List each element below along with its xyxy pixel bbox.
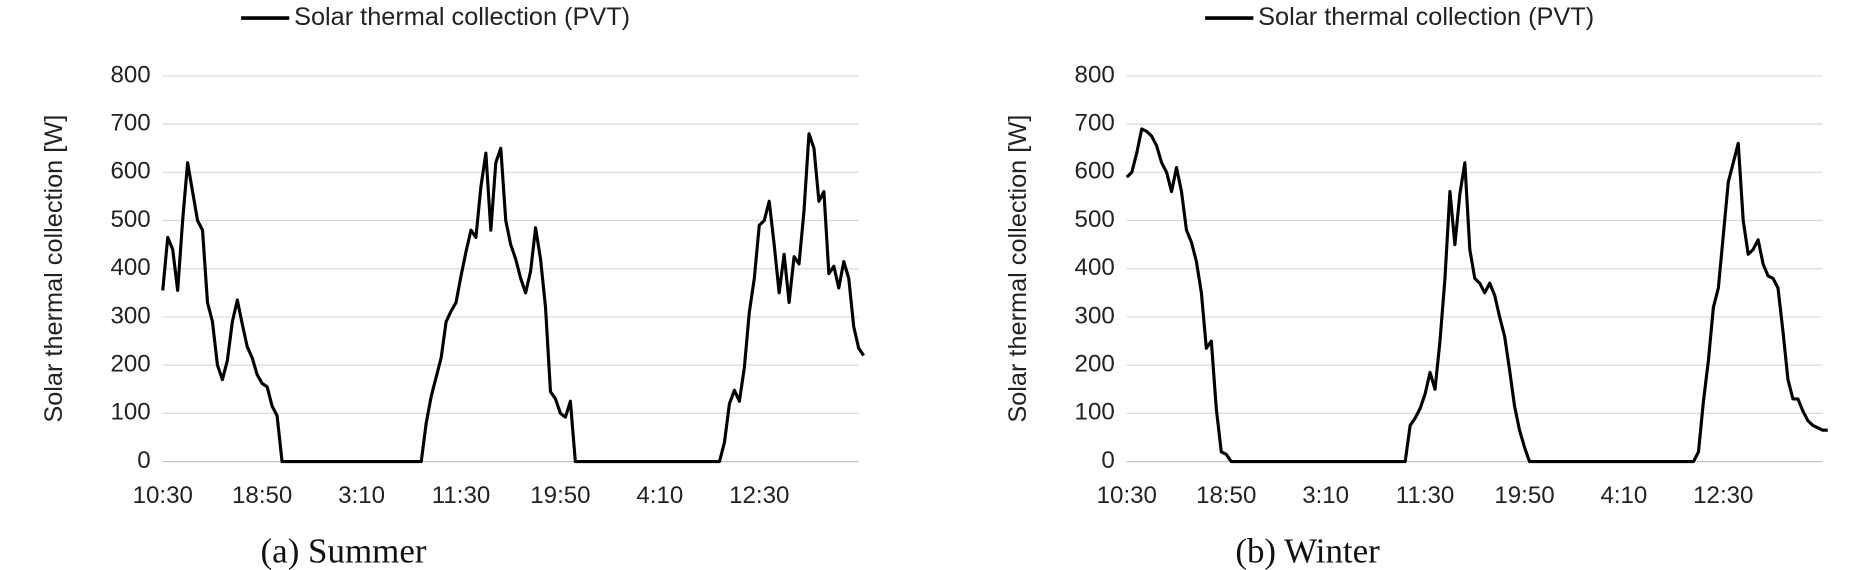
- y-tick-label: 300: [1075, 302, 1115, 329]
- x-tick-label: 12:30: [1693, 482, 1753, 509]
- y-tick-label: 100: [110, 399, 150, 426]
- y-tick-label: 300: [110, 302, 150, 329]
- y-tick-label: 700: [110, 109, 150, 136]
- y-tick-label: 500: [110, 206, 150, 233]
- y-tick-label: 600: [1075, 158, 1115, 185]
- y-tick-label: 500: [1075, 206, 1115, 233]
- x-tick-label: 19:50: [1494, 482, 1554, 509]
- y-tick-label: 800: [110, 61, 150, 88]
- y-axis-title: Solar thermal collection [W]: [1004, 115, 1032, 423]
- legend-label: Solar thermal collection (PVT): [1258, 3, 1594, 31]
- x-tick-label: 19:50: [530, 482, 590, 509]
- y-tick-label: 0: [137, 447, 150, 474]
- legend-label: Solar thermal collection (PVT): [294, 3, 630, 31]
- y-tick-label: 600: [110, 158, 150, 185]
- y-tick-label: 800: [1075, 61, 1115, 88]
- x-tick-label: 18:50: [1196, 482, 1256, 509]
- y-tick-label: 100: [1075, 399, 1115, 426]
- x-tick-label: 11:30: [1396, 482, 1455, 509]
- y-tick-label: 200: [110, 350, 150, 377]
- y-axis-title: Solar thermal collection [W]: [40, 115, 68, 423]
- x-tick-label: 11:30: [432, 482, 491, 509]
- line-series: [161, 132, 865, 464]
- x-tick-label: 10:30: [1097, 482, 1157, 509]
- caption: (b) Winter: [1235, 531, 1380, 570]
- y-tick-label: 200: [1075, 350, 1115, 377]
- x-tick-label: 10:30: [133, 482, 193, 509]
- x-tick-label: 4:10: [636, 482, 683, 509]
- x-tick-label: 12:30: [729, 482, 789, 509]
- x-tick-label: 18:50: [232, 482, 292, 509]
- x-tick-label: 4:10: [1600, 482, 1647, 509]
- line-series: [1125, 127, 1828, 464]
- y-tick-label: 400: [1075, 254, 1115, 281]
- y-tick-label: 400: [110, 254, 150, 281]
- y-tick-label: 0: [1101, 447, 1114, 474]
- y-tick-label: 700: [1075, 109, 1115, 136]
- x-tick-label: 3:10: [1302, 482, 1349, 509]
- caption: (a) Summer: [261, 531, 427, 570]
- x-tick-label: 3:10: [338, 482, 385, 509]
